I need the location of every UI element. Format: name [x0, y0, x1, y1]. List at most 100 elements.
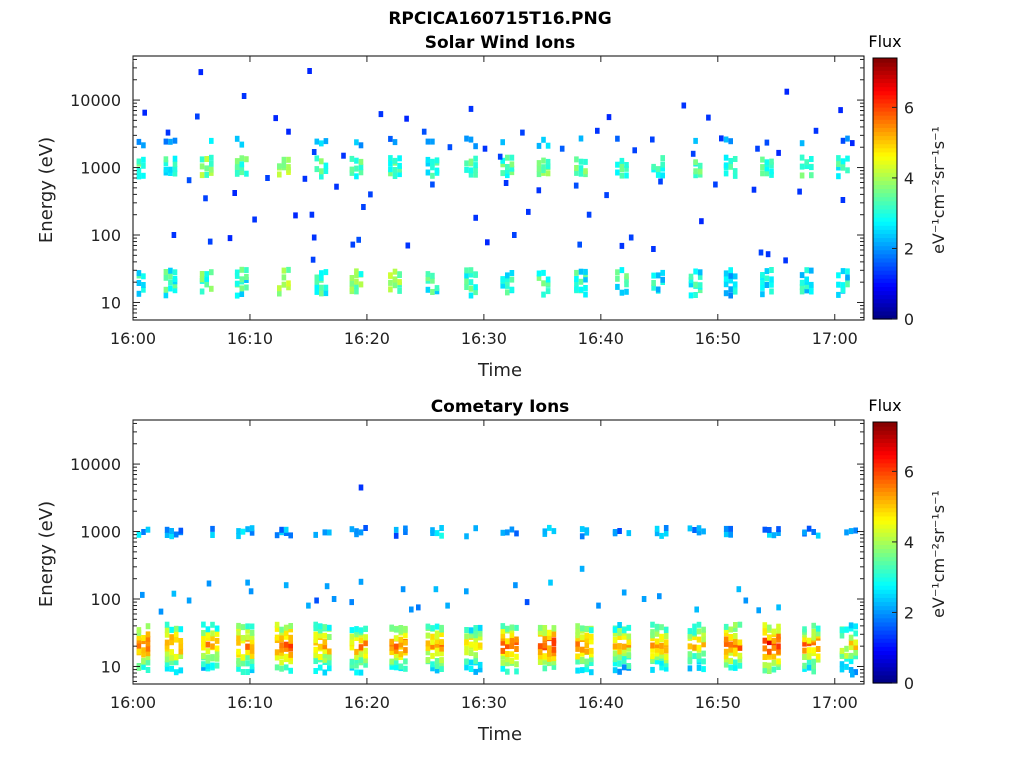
low-energy-cell: [696, 636, 702, 643]
low-energy-cell: [551, 646, 557, 653]
low-energy-cell: [802, 665, 807, 672]
colorbar-segment: [873, 212, 897, 218]
colorbar-segment: [873, 221, 897, 226]
mid-energy-cell: [619, 172, 625, 179]
low-energy-cell: [663, 661, 669, 668]
colorbar-segment: [873, 426, 897, 431]
colorbar-segment: [873, 245, 897, 251]
mid-energy-cell: [349, 166, 355, 173]
low-energy-cell: [168, 267, 173, 274]
colorbar-tick-label: 0: [904, 310, 914, 329]
low-energy-cell: [806, 637, 812, 644]
low-energy-cell: [663, 647, 669, 654]
colorbar-segment: [873, 662, 897, 668]
low-energy-cell: [249, 642, 255, 649]
low-energy-cell: [145, 635, 151, 642]
low-energy-cell: [164, 626, 170, 633]
scatter-cell: [405, 242, 411, 249]
low-energy-cell: [354, 278, 359, 285]
low-energy-cell: [464, 284, 469, 290]
low-energy-cell: [168, 279, 173, 286]
low-energy-cell: [439, 660, 444, 667]
mid-energy-cell: [245, 526, 250, 533]
scatter-cell: [311, 234, 317, 241]
mid-energy-cell: [692, 527, 697, 533]
low-energy-cell: [281, 267, 287, 274]
low-energy-cell: [621, 633, 627, 640]
low-energy-cell: [815, 653, 821, 660]
mid-energy-cell: [172, 170, 178, 177]
mid-energy-cell: [397, 171, 402, 178]
low-energy-cell: [802, 647, 807, 654]
low-energy-cell: [733, 625, 738, 632]
low-energy-cell: [245, 634, 250, 641]
low-energy-cell: [811, 647, 816, 654]
mid-energy-cell: [723, 162, 729, 169]
low-energy-cell: [169, 649, 174, 656]
scatter-cell: [165, 129, 171, 136]
low-energy-cell: [764, 275, 770, 282]
scatter-cell: [171, 590, 177, 597]
colorbar-segment: [873, 576, 897, 582]
colorbar-segment: [873, 282, 897, 287]
low-energy-cell: [349, 285, 355, 292]
low-energy-cell: [542, 665, 548, 672]
low-energy-cell: [612, 660, 618, 667]
scatter-cell: [743, 597, 749, 604]
colorbar-segment: [873, 106, 897, 112]
low-energy-cell: [468, 650, 474, 656]
low-energy-cell: [209, 269, 214, 276]
panel-solar-wind: Solar Wind Ions 16:00 16:10 16:20 16:30 16:4…: [36, 32, 948, 381]
mid-energy-cell: [536, 171, 542, 178]
colorbar-segment: [873, 519, 897, 525]
mid-energy-cell: [663, 525, 669, 531]
low-energy-cell: [358, 651, 364, 658]
scatter-cell: [577, 241, 582, 248]
mid-energy-cell: [168, 138, 173, 145]
xlabel-solar-wind: Time: [477, 360, 522, 381]
mid-energy-cell: [617, 528, 622, 534]
colorbar-frame: [872, 421, 898, 684]
mid-energy-cell: [388, 170, 393, 177]
low-energy-cell: [349, 275, 355, 281]
low-energy-cell: [363, 661, 368, 668]
mid-energy-cell: [804, 159, 809, 166]
low-energy-cell: [505, 643, 510, 650]
colorbar-segment: [873, 208, 897, 214]
low-energy-cell: [477, 624, 483, 631]
low-energy-cell: [473, 632, 478, 639]
low-energy-cell: [574, 269, 579, 276]
colorbar-segment: [873, 111, 897, 116]
low-energy-cell: [848, 622, 854, 629]
mid-energy-cell: [319, 158, 324, 165]
x-tick-label: 16:10: [227, 329, 273, 348]
low-energy-cell: [776, 643, 781, 650]
low-energy-cell: [283, 633, 289, 640]
mid-energy-cell: [439, 525, 444, 531]
low-energy-cell: [617, 648, 622, 655]
low-energy-cell: [776, 636, 781, 643]
low-energy-cell: [575, 632, 580, 639]
colorbar-segment: [873, 302, 897, 308]
colorbar-segment: [873, 265, 897, 271]
low-energy-cell: [696, 664, 702, 671]
low-energy-cell: [650, 629, 655, 636]
low-energy-cell: [505, 279, 510, 286]
mid-energy-cell: [654, 530, 660, 537]
scatter-cell: [324, 583, 330, 590]
mid-energy-cell: [583, 168, 588, 175]
low-energy-cell: [214, 645, 220, 652]
low-energy-cell: [771, 666, 777, 673]
colorbar-segment: [873, 314, 897, 320]
low-energy-cell: [274, 664, 280, 671]
colorbar-title-cometary: Flux: [868, 396, 901, 415]
low-energy-cell: [283, 624, 289, 631]
low-energy-cell: [239, 276, 245, 283]
low-energy-cell: [687, 665, 693, 672]
heatmap-cells-cometary: [136, 484, 858, 678]
low-energy-cell: [650, 621, 655, 628]
low-energy-cell: [477, 642, 483, 649]
low-energy-cell: [579, 656, 585, 663]
low-energy-cell: [723, 623, 729, 630]
low-energy-cell: [509, 276, 515, 283]
